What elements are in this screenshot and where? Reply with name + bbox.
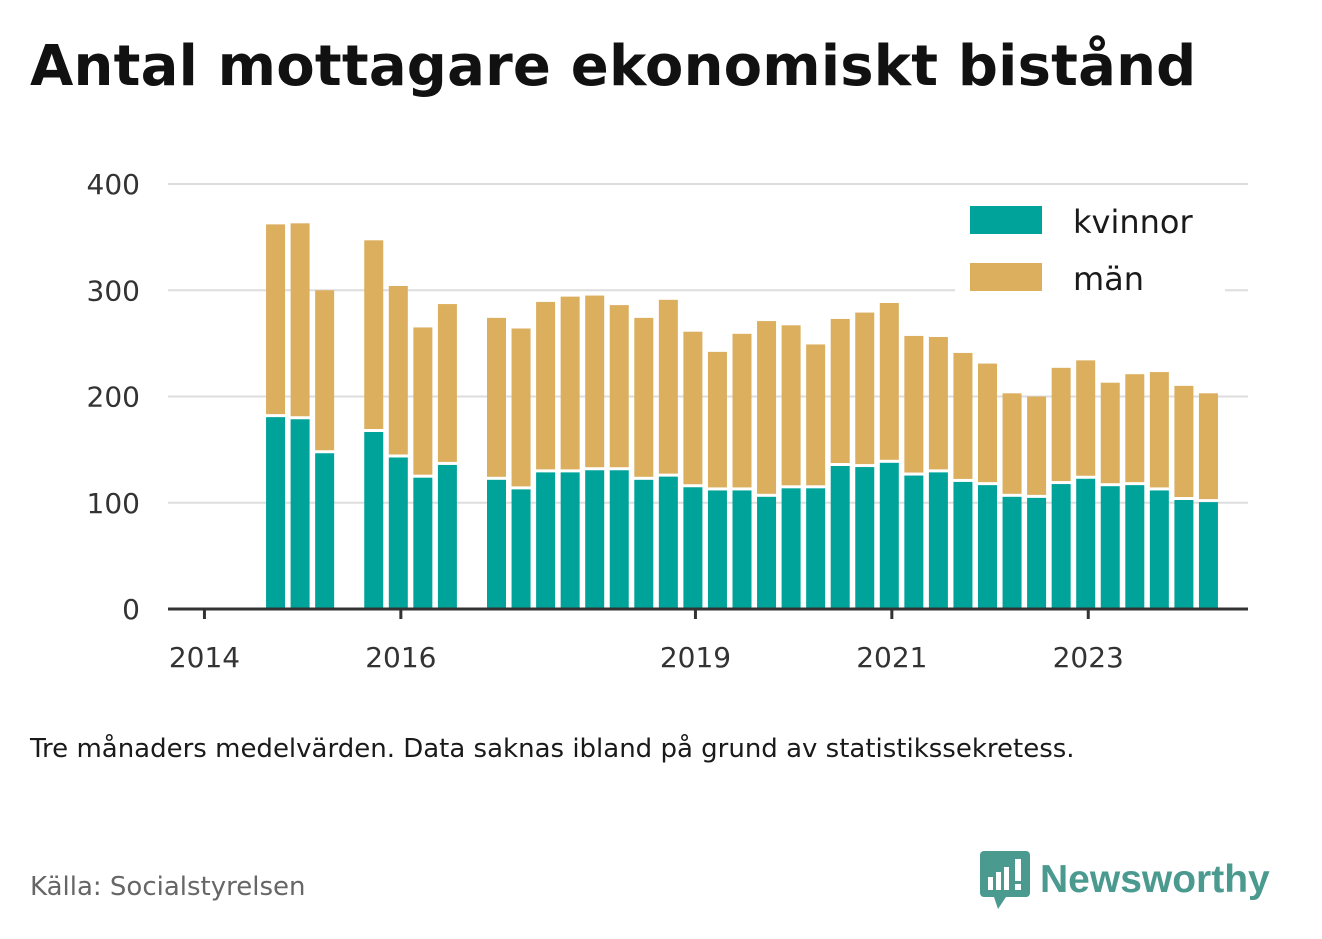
bar-kvinnor xyxy=(806,488,826,609)
bar-kvinnor xyxy=(1125,485,1145,609)
bar-man xyxy=(855,312,875,465)
bar-kvinnor xyxy=(1174,500,1194,609)
bar-kvinnor xyxy=(978,485,997,609)
legend-label: kvinnor xyxy=(1073,203,1194,241)
bar-kvinnor xyxy=(658,476,678,609)
bar-kvinnor xyxy=(487,479,506,609)
bar-kvinnor xyxy=(413,477,433,609)
bar-man xyxy=(560,296,580,470)
bar-kvinnor xyxy=(1076,478,1096,609)
bar-kvinnor xyxy=(536,472,556,609)
x-tick-label: 2019 xyxy=(660,641,731,674)
bar-man xyxy=(413,327,433,475)
bar-man xyxy=(290,223,310,417)
legend-label: män xyxy=(1073,260,1144,298)
bar-man xyxy=(536,301,556,470)
source-label: Källa: Socialstyrelsen xyxy=(30,872,306,902)
bar-man xyxy=(707,351,727,488)
bar-kvinnor xyxy=(855,467,875,609)
bar-kvinnor xyxy=(388,457,408,609)
bar-man xyxy=(1002,393,1022,494)
bar-kvinnor xyxy=(928,472,948,609)
bar-man xyxy=(364,240,384,429)
bar-kvinnor xyxy=(1051,484,1071,609)
bar-man xyxy=(928,337,948,470)
x-tick-label: 2014 xyxy=(169,641,240,674)
bar-kvinnor xyxy=(1027,497,1047,609)
legend: kvinnor män xyxy=(955,196,1225,298)
bar-man xyxy=(978,363,997,483)
x-tick-label: 2021 xyxy=(856,641,927,674)
bar-kvinnor xyxy=(1100,486,1120,609)
legend-swatch xyxy=(970,263,1042,291)
bar-kvinnor xyxy=(585,470,605,609)
bar-kvinnor xyxy=(879,462,899,609)
bar-kvinnor xyxy=(511,489,531,609)
bar-kvinnor xyxy=(290,419,310,609)
bar-man xyxy=(634,317,654,477)
bar-kvinnor xyxy=(781,488,801,609)
bar-man xyxy=(953,352,973,479)
bar-kvinnor xyxy=(683,487,703,609)
bar-man xyxy=(487,317,506,477)
y-tick-label: 100 xyxy=(87,487,140,520)
bar-kvinnor xyxy=(1002,496,1022,609)
bar-kvinnor xyxy=(609,470,629,609)
bar-kvinnor xyxy=(1149,490,1169,609)
bar-man xyxy=(781,325,801,486)
newsworthy-logo-icon xyxy=(980,851,1030,909)
bar-man xyxy=(879,303,899,460)
bar-kvinnor xyxy=(364,432,384,609)
chart-title: Antal mottagare ekonomiskt bistånd xyxy=(30,34,1197,99)
bar-man xyxy=(585,295,605,468)
bar-kvinnor xyxy=(1198,502,1218,609)
bar-kvinnor xyxy=(634,479,654,609)
bar-man xyxy=(658,299,678,474)
bar-kvinnor xyxy=(732,490,752,609)
bar-man xyxy=(511,328,531,487)
bar-kvinnor xyxy=(315,453,335,609)
chart-note: Tre månaders medelvärden. Data saknas ib… xyxy=(30,734,1075,764)
bar-kvinnor xyxy=(266,417,286,609)
bar-man xyxy=(388,286,408,455)
bar-man xyxy=(1174,385,1194,497)
y-tick-label: 0 xyxy=(122,593,140,626)
bar-man xyxy=(683,331,703,485)
y-tick-label: 400 xyxy=(87,168,140,201)
bar-man xyxy=(806,344,826,486)
bar-man xyxy=(609,305,629,468)
brand-name: Newsworthy xyxy=(1040,858,1270,901)
chart-plot: 0 100 200 300 400 2014 2016 2019 2021 2023 kvinno… xyxy=(87,168,1248,674)
bar-man xyxy=(1076,360,1096,476)
bar-man xyxy=(1027,396,1047,495)
bar-man xyxy=(437,304,457,462)
bar-kvinnor xyxy=(757,496,777,609)
bar-kvinnor xyxy=(437,464,457,609)
bar-kvinnor xyxy=(560,472,580,609)
bar-man xyxy=(757,321,777,494)
bar-man xyxy=(1125,374,1145,483)
bar-man xyxy=(904,335,924,473)
bar-kvinnor xyxy=(904,475,924,609)
axes: 0 100 200 300 400 2014 2016 2019 2021 2023 xyxy=(87,168,1248,674)
bar-man xyxy=(1100,382,1120,484)
bars xyxy=(266,223,1218,609)
bar-man xyxy=(315,290,335,451)
bar-man xyxy=(266,224,286,415)
x-tick-label: 2016 xyxy=(365,641,436,674)
y-tick-label: 200 xyxy=(87,381,140,414)
newsworthy-logo[interactable]: Newsworthy xyxy=(980,850,1270,910)
x-tick-label: 2023 xyxy=(1053,641,1124,674)
bar-kvinnor xyxy=(830,466,850,609)
legend-swatch xyxy=(970,206,1042,234)
bar-kvinnor xyxy=(953,481,973,609)
bar-man xyxy=(732,333,752,488)
y-tick-label: 300 xyxy=(87,274,140,307)
bar-man xyxy=(1198,393,1218,500)
bar-man xyxy=(1051,367,1071,482)
bar-man xyxy=(1149,372,1169,488)
bar-man xyxy=(830,318,850,463)
bar-kvinnor xyxy=(707,490,727,609)
